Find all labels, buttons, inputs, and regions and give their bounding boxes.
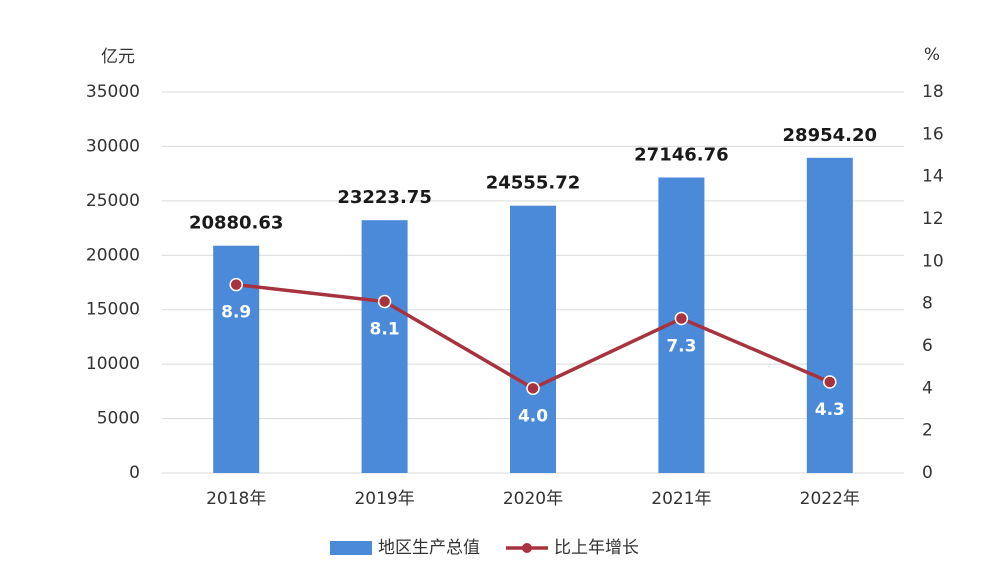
y2-tick-label: 4 [922,378,933,398]
y2-tick-label: 0 [922,463,933,483]
legend-label: 地区生产总值 [378,538,480,558]
x-tick-label: 2020年 [503,489,563,509]
legend-swatch [522,543,532,553]
x-tick-label: 2022年 [800,489,860,509]
y-tick-label: 0 [129,463,140,483]
bar [510,205,556,473]
y2-tick-label: 2 [922,421,933,441]
y2-tick-label: 12 [922,209,944,229]
y-tick-label: 20000 [86,245,140,265]
y-tick-label: 15000 [86,300,140,320]
y2-axis-label: % [924,45,940,65]
line-point [823,375,837,389]
y-tick-label: 10000 [86,354,140,374]
line-value-label: 4.3 [815,400,845,420]
bar-value-label: 27146.76 [634,144,729,165]
line-point [674,311,689,326]
bar-value-label: 23223.75 [337,187,432,208]
y2-tick-label: 14 [922,167,944,187]
y2-tick-label: 16 [922,124,944,144]
line-value-label: 4.0 [518,406,548,426]
line-point [526,381,540,396]
y2-tick-label: 18 [922,82,944,102]
line-point [229,277,243,292]
y2-tick-label: 6 [922,336,933,356]
x-tick-label: 2021年 [651,489,711,509]
bar-value-label: 24555.72 [486,173,581,194]
legend-swatch [330,541,372,555]
line-value-label: 8.1 [370,320,400,340]
line-value-label: 8.9 [221,303,251,323]
bar-value-label: 20880.63 [189,213,284,234]
y-tick-label: 35000 [86,82,140,102]
y-axis-label: 亿元 [101,47,135,67]
y-tick-label: 25000 [86,191,140,211]
bar [806,157,853,473]
bar-value-label: 28954.20 [783,125,878,146]
y2-tick-label: 8 [922,294,933,314]
y-tick-label: 30000 [86,136,140,156]
line-point [377,294,392,309]
legend-label: 比上年增长 [554,538,639,558]
bar [361,220,408,473]
y-tick-label: 5000 [97,409,140,429]
x-tick-label: 2018年 [206,489,266,509]
line-value-label: 7.3 [666,336,696,356]
y2-tick-label: 10 [922,251,944,271]
x-tick-label: 2019年 [354,489,414,509]
